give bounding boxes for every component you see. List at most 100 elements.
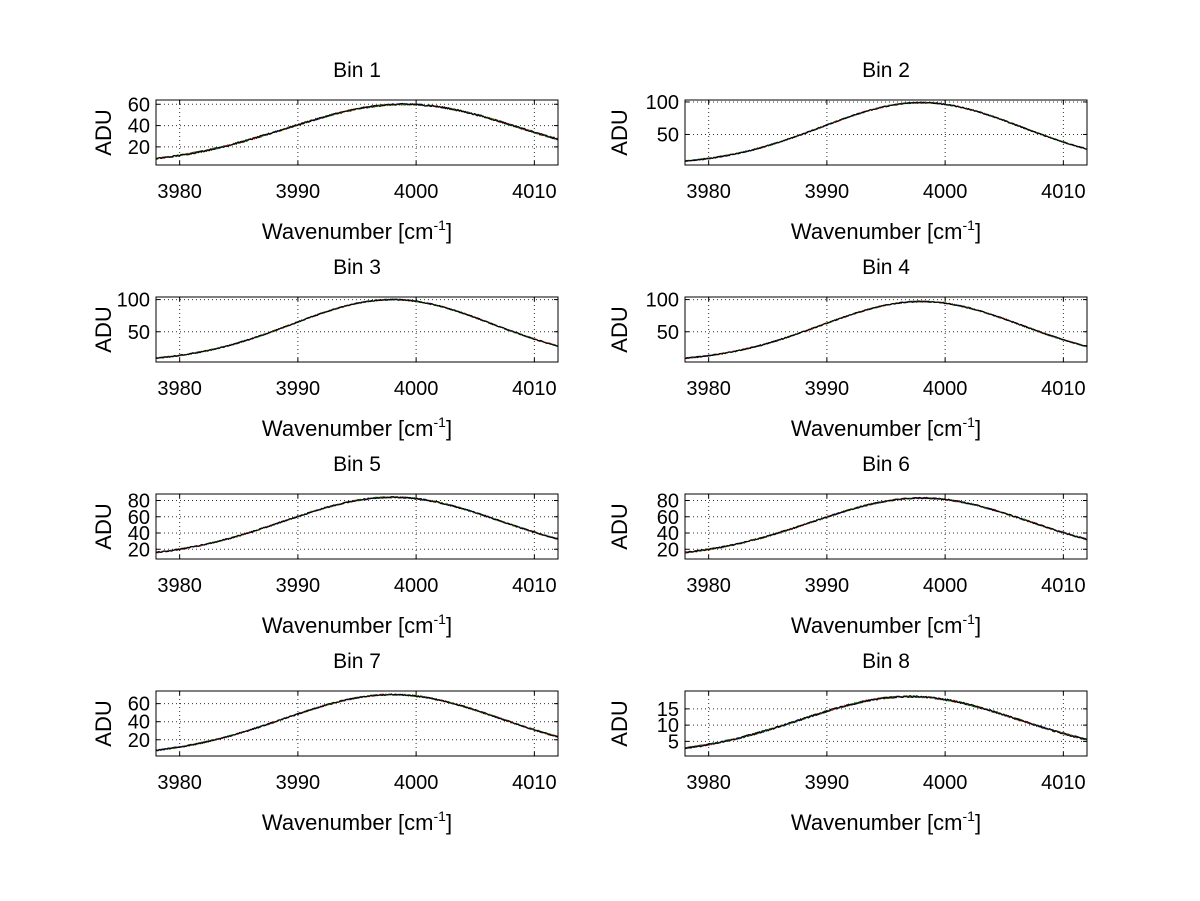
x-axis-label-main: Wavenumber [cm [791,613,963,638]
y-tick-label: 60 [128,94,150,116]
plot-area [685,494,1087,559]
x-axis-label: Wavenumber [cm-1] [791,217,981,244]
chart-title: Bin 7 [333,650,381,673]
axes-box [155,99,559,166]
plot-area [685,100,1087,165]
x-axis-label: Wavenumber [cm-1] [262,217,452,244]
y-tick-label: 100 [646,92,679,114]
x-axis-label: Wavenumber [cm-1] [791,414,981,441]
subplot-2: 3980 3990 4000 4010 50 100 Bin 2 Wavenumber [cm… [607,59,1088,244]
y-tick-label: 60 [128,694,150,716]
x-axis-label-main: Wavenumber [cm [262,810,434,835]
y-tick-label: 40 [128,116,150,138]
plot-area [685,691,1087,756]
series-line-4 [155,298,558,359]
plot-area [156,100,558,165]
y-axis-label: ADU [91,109,116,155]
x-axis-label-sup: -1 [963,217,976,233]
x-tick-label: 3990 [276,575,321,597]
series-line-4 [155,102,558,160]
series-line-4 [684,300,1088,360]
y-axis-label: ADU [91,700,116,746]
y-tick-label: 80 [657,491,679,513]
x-tick-label: 4000 [923,181,968,203]
x-tick-label: 3990 [276,772,321,794]
plot-area [685,297,1087,362]
x-axis-label-sup: -1 [434,217,447,233]
axes-box [684,493,1088,560]
x-tick-label: 3980 [157,181,202,203]
y-tick-label: 50 [128,322,150,344]
y-axis-label: ADU [607,306,632,352]
chart-title: Bin 1 [333,59,381,82]
x-tick-label: 3980 [686,181,731,203]
x-axis-label-main: Wavenumber [cm [791,416,963,441]
x-axis-label-end: ] [975,810,981,835]
chart-title: Bin 6 [862,453,910,476]
x-tick-label: 4010 [1041,181,1086,203]
x-axis-label-end: ] [446,810,452,835]
x-axis-label-main: Wavenumber [cm [791,810,963,835]
y-axis-label: ADU [91,306,116,352]
x-tick-label: 3980 [157,378,202,400]
x-tick-label: 3980 [157,772,202,794]
x-tick-label: 4010 [512,575,557,597]
axes-box [684,690,1088,757]
x-axis-label: Wavenumber [cm-1] [262,414,452,441]
x-tick-label: 4000 [394,181,439,203]
series-line-4 [684,101,1088,162]
y-tick-label: 40 [657,523,679,545]
x-axis-label-end: ] [446,219,452,244]
x-axis-label-main: Wavenumber [cm [262,416,434,441]
x-axis-label: Wavenumber [cm-1] [791,808,981,835]
chart-title: Bin 5 [333,453,381,476]
x-tick-label: 3980 [686,378,731,400]
axes-box [155,296,559,363]
y-tick-label: 10 [657,715,679,737]
x-axis-label-main: Wavenumber [cm [262,613,434,638]
y-tick-label: 5 [668,731,679,753]
x-tick-label: 3980 [157,575,202,597]
subplot-4: 3980 3990 4000 4010 50 100 Bin 4 Wavenumber [cm… [607,256,1088,441]
x-tick-label: 4010 [512,378,557,400]
y-tick-label: 20 [657,539,679,561]
y-axis-label: ADU [607,503,632,549]
x-axis-label-sup: -1 [434,611,447,627]
y-tick-label: 60 [128,507,150,529]
chart-title: Bin 8 [862,650,910,673]
series-line-4 [685,496,1088,554]
x-axis-label-main: Wavenumber [cm [262,219,434,244]
chart-title: Bin 2 [862,59,910,82]
x-axis-label: Wavenumber [cm-1] [791,611,981,638]
y-tick-label: 20 [128,730,150,752]
x-axis-label-end: ] [446,613,452,638]
y-tick-label: 60 [657,507,679,529]
x-axis-label-end: ] [975,219,981,244]
x-axis-label-end: ] [446,416,452,441]
x-axis-label-sup: -1 [434,808,447,824]
x-tick-label: 3990 [805,772,850,794]
x-tick-label: 3980 [686,772,731,794]
x-tick-label: 3990 [276,181,321,203]
axes-box [684,296,1088,363]
x-axis-label: Wavenumber [cm-1] [262,808,452,835]
axes-box [155,690,559,757]
x-tick-label: 3990 [805,575,850,597]
x-tick-label: 4010 [512,772,557,794]
x-axis-label-sup: -1 [963,611,976,627]
x-axis-label: Wavenumber [cm-1] [262,611,452,638]
x-tick-label: 4010 [1041,575,1086,597]
x-tick-label: 4000 [923,575,968,597]
x-tick-label: 4010 [512,181,557,203]
y-tick-label: 50 [657,322,679,344]
y-tick-label: 80 [128,491,150,513]
y-axis-label: ADU [91,503,116,549]
series-line-4 [155,496,559,554]
series-line-4 [155,693,559,752]
x-tick-label: 3980 [686,575,731,597]
x-tick-label: 3990 [805,181,850,203]
chart-title: Bin 4 [862,256,910,279]
